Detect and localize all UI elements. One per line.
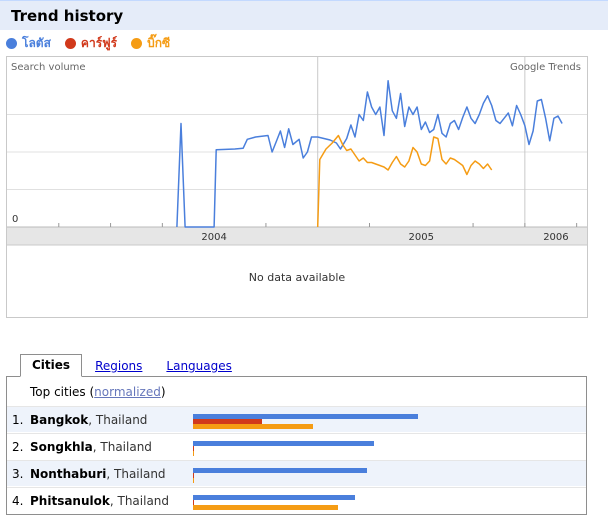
no-data-message: No data available xyxy=(248,271,346,284)
tab-strip: Cities Regions Languages xyxy=(20,354,245,377)
city-name[interactable]: Songkhla, Thailand xyxy=(30,440,152,454)
y-zero-label: 0 xyxy=(12,214,19,225)
city-link[interactable]: Songkhla xyxy=(30,440,93,454)
legend: โลตัส คาร์ฟูร์ บิ๊กซี xyxy=(6,34,184,52)
city-name[interactable]: Phitsanulok, Thailand xyxy=(30,494,169,508)
year-label: 2005 xyxy=(409,232,434,243)
tab-regions[interactable]: Regions xyxy=(95,359,143,373)
bar-series-2 xyxy=(193,500,194,505)
top-cities-heading: Top cities (normalized) xyxy=(30,385,166,399)
bar-series-1 xyxy=(193,495,355,500)
legend-label: บิ๊กซี xyxy=(147,35,171,50)
bar-series-2 xyxy=(193,446,194,451)
series-dot-icon xyxy=(6,37,17,49)
country: , Thailand xyxy=(109,494,170,508)
bar-series-1 xyxy=(193,441,374,446)
series-line-2 xyxy=(316,134,493,228)
legend-label: โลตัส xyxy=(22,35,51,50)
heading-suffix: ) xyxy=(160,385,166,399)
chart-canvas: 2004 2005 2006 xyxy=(7,57,587,246)
series-dot-icon xyxy=(64,37,76,49)
city-name[interactable]: Nonthaburi, Thailand xyxy=(30,467,166,481)
table-row: 2. Songkhla, Thailand xyxy=(7,433,586,459)
bar-series-2 xyxy=(193,473,194,478)
city-link[interactable]: Phitsanulok xyxy=(30,494,110,508)
legend-item-1[interactable]: โลตัส xyxy=(6,34,51,53)
series-line-1 xyxy=(176,80,563,228)
year-label: 2006 xyxy=(543,232,568,243)
table-row: 3. Nonthaburi, Thailand xyxy=(7,460,586,486)
legend-label: คาร์ฟูร์ xyxy=(80,35,118,50)
legend-item-3[interactable]: บิ๊กซี xyxy=(131,34,170,53)
bar-series-1 xyxy=(193,414,418,419)
search-volume-label: Search volume xyxy=(11,62,86,73)
city-name[interactable]: Bangkok, Thailand xyxy=(30,413,147,427)
x-axis-band xyxy=(7,227,587,245)
bar-series-3 xyxy=(193,505,338,510)
year-label: 2004 xyxy=(201,232,226,243)
cities-panel: Top cities (normalized) 1. Bangkok, Thai… xyxy=(6,376,587,515)
country: , Thailand xyxy=(88,413,148,427)
rank: 2. xyxy=(12,440,24,454)
rank: 1. xyxy=(12,413,24,427)
header-bar: Trend history xyxy=(0,0,608,30)
country: , Thailand xyxy=(92,440,152,454)
legend-item-2[interactable]: คาร์ฟูร์ xyxy=(64,34,118,53)
heading-prefix: Top cities ( xyxy=(30,385,95,399)
city-link[interactable]: Nonthaburi xyxy=(30,467,107,481)
rank: 3. xyxy=(12,467,24,481)
rank: 4. xyxy=(12,494,24,508)
table-row: 1. Bangkok, Thailand xyxy=(7,406,586,432)
bar-series-3 xyxy=(193,451,194,456)
country: , Thailand xyxy=(106,467,166,481)
bar-series-3 xyxy=(193,478,194,483)
page-title: Trend history xyxy=(11,7,124,25)
table-row: 4. Phitsanulok, Thailand xyxy=(7,487,586,513)
series-dot-icon xyxy=(131,37,143,49)
bar-series-3 xyxy=(193,424,313,429)
tab-cities[interactable]: Cities xyxy=(20,354,83,377)
bar-series-2 xyxy=(193,419,262,424)
city-link[interactable]: Bangkok xyxy=(30,413,89,427)
google-trends-label: Google Trends xyxy=(509,62,581,73)
normalized-link[interactable]: normalized xyxy=(94,385,161,399)
trend-chart: 2004 2005 2006 Search volume Google Trends… xyxy=(6,56,588,318)
tab-languages[interactable]: Languages xyxy=(166,359,232,373)
bar-series-1 xyxy=(193,468,367,473)
